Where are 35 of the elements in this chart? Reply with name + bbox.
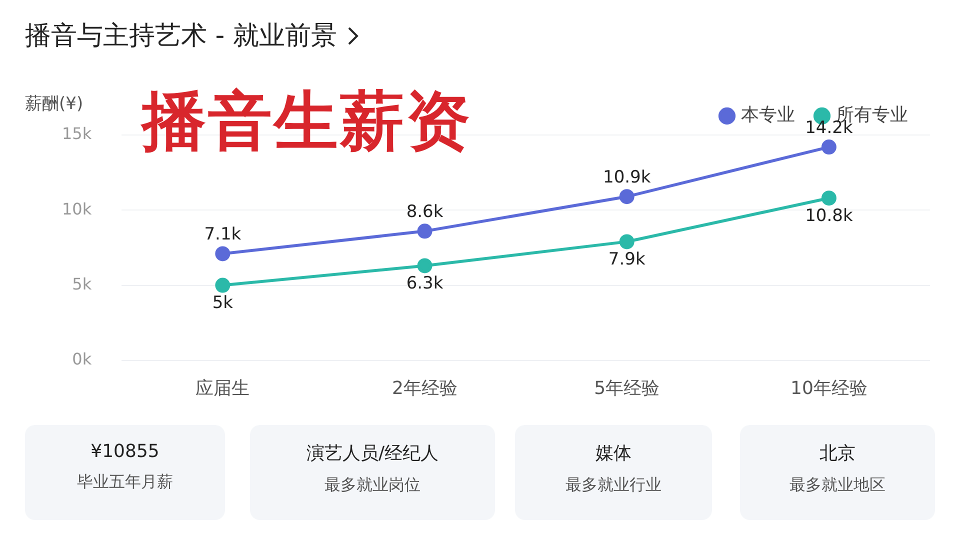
- point: [215, 246, 230, 262]
- point: [417, 224, 432, 239]
- x-tick-label: 10年经验: [790, 378, 868, 399]
- data-label: 7.1k: [204, 224, 242, 245]
- x-tick-label: 2年经验: [392, 378, 458, 399]
- x-tick-label: 5年经验: [594, 378, 660, 399]
- text: 演艺人员/经纪人: [305, 442, 440, 465]
- point: [821, 140, 836, 155]
- y-tick-label: 10k: [62, 199, 92, 218]
- point: [417, 258, 432, 274]
- text: 毕业五年月薪: [76, 472, 174, 493]
- text: 北京: [818, 442, 856, 465]
- point: [821, 190, 836, 206]
- text: 媒体: [594, 442, 632, 465]
- data-label: 7.9k: [608, 250, 646, 270]
- y-tick-label: 15k: [62, 124, 92, 144]
- y-tick-label: 0k: [72, 350, 92, 369]
- legend-label: 本专业: [741, 104, 795, 126]
- point: [619, 234, 634, 250]
- text: ¥10855: [90, 441, 160, 462]
- y-axis-title: 薪酬(¥): [25, 93, 84, 115]
- y-tick-label: 5k: [72, 274, 92, 294]
- x-tick-label: 应届生: [196, 378, 250, 399]
- text: 最多就业岗位: [324, 475, 422, 496]
- data-label: 6.3k: [406, 274, 444, 294]
- data-label: 10.9k: [603, 168, 651, 188]
- point: [215, 278, 230, 293]
- point: [619, 189, 634, 204]
- data-label: 8.6k: [406, 202, 444, 222]
- chart-subtitle: 播音生薪资: [142, 84, 472, 161]
- data-label: 5k: [212, 293, 234, 314]
- data-label: 10.8k: [805, 206, 853, 226]
- chart-title: 播音与主持艺术 - 就业前景: [25, 20, 337, 53]
- text: 最多就业行业: [564, 475, 662, 496]
- text: 最多就业地区: [788, 475, 886, 496]
